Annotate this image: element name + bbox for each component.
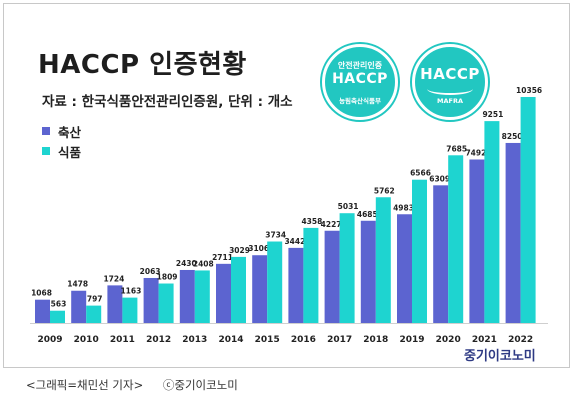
x-tick-label-2014: 2014 — [218, 335, 243, 345]
bar-livestock-2011 — [107, 285, 123, 323]
data-label-food-2012: 1809 — [157, 273, 178, 282]
logo-bottom-text: 농림축산식품부 — [339, 97, 381, 105]
x-tick-label-2013: 2013 — [182, 335, 207, 345]
data-label-food-2009: 563 — [51, 300, 67, 309]
bar-livestock-2014 — [216, 263, 231, 323]
brand-mark: 중기이코노미 — [464, 349, 536, 364]
bar-livestock-2012 — [143, 277, 159, 323]
data-label-food-2015: 3734 — [265, 231, 286, 240]
data-label-food-2018: 5762 — [374, 186, 395, 195]
copyright: ⓒ중기이코노미 — [162, 378, 238, 392]
data-label-livestock-2017: 4227 — [321, 220, 342, 229]
legend: 축산 식품 — [42, 121, 81, 161]
data-label-food-2016: 4358 — [301, 217, 322, 226]
caption: <그래픽=채민선 기자> ⓒ중기이코노미 — [26, 377, 238, 393]
bar-livestock-2016 — [288, 247, 304, 323]
bar-livestock-2013 — [179, 269, 195, 323]
logo-main-text: HACCP — [332, 71, 388, 87]
source-note: 자료 : 한국식품안전관리인증원, 단위 : 개소 — [42, 94, 293, 110]
bar-livestock-2018 — [360, 220, 376, 323]
bar-livestock-2009 — [35, 299, 50, 323]
x-tick-label-2015: 2015 — [255, 335, 280, 345]
page-title: HACCP 인증현황 — [38, 50, 247, 80]
x-tick-label-2019: 2019 — [399, 335, 424, 345]
bar-food-2021 — [484, 121, 500, 323]
logo-arc — [427, 83, 473, 95]
legend-swatch-food — [42, 147, 50, 155]
x-tick-label-2009: 2009 — [37, 335, 62, 345]
bar-food-2019 — [412, 179, 427, 323]
data-label-livestock-2014: 2711 — [212, 253, 233, 262]
bar-livestock-2020 — [433, 185, 449, 323]
x-tick-label-2022: 2022 — [508, 335, 533, 345]
bar-livestock-2010 — [71, 290, 87, 323]
legend-label-food: 식품 — [58, 144, 82, 160]
bar-food-2009 — [50, 310, 65, 323]
x-tick-label-2020: 2020 — [436, 335, 461, 345]
bar-food-2017 — [339, 213, 355, 323]
data-label-food-2022: 10356 — [516, 86, 542, 95]
data-label-livestock-2021: 7492 — [465, 149, 486, 158]
bar-livestock-2017 — [324, 230, 340, 323]
legend-label-livestock: 축산 — [58, 124, 82, 140]
data-label-livestock-2011: 1724 — [103, 274, 124, 283]
bar-food-2015 — [267, 241, 283, 323]
data-label-food-2019: 6566 — [410, 169, 431, 178]
x-tick-label-2016: 2016 — [291, 335, 316, 345]
bar-food-2020 — [448, 155, 464, 323]
x-tick-label-2010: 2010 — [74, 335, 99, 345]
x-tick-label-2011: 2011 — [110, 335, 135, 345]
data-label-livestock-2022: 8250 — [502, 132, 523, 141]
bar-food-2018 — [375, 197, 391, 323]
bar-food-2011 — [122, 297, 138, 323]
x-tick-label-2017: 2017 — [327, 335, 352, 345]
legend-item-livestock: 축산 — [42, 121, 81, 141]
legend-item-food: 식품 — [42, 141, 81, 161]
data-label-livestock-2013: 2430 — [176, 259, 197, 268]
data-label-livestock-2018: 4685 — [357, 210, 378, 219]
bar-food-2013 — [194, 270, 210, 323]
x-tick-label-2012: 2012 — [146, 335, 171, 345]
data-label-livestock-2016: 3442 — [284, 237, 305, 246]
haccp-certification-logo: 안전관리인증 HACCP 농림축산식품부 — [322, 44, 398, 120]
x-tick-label-2021: 2021 — [472, 335, 497, 345]
bar-livestock-2021 — [469, 159, 485, 323]
bar-food-2014 — [231, 256, 246, 323]
bar-livestock-2022 — [505, 142, 521, 323]
bar-food-2010 — [86, 305, 102, 323]
legend-swatch-livestock — [42, 127, 50, 135]
bar-food-2012 — [158, 283, 174, 323]
data-label-food-2010: 797 — [87, 295, 103, 304]
bar-livestock-2019 — [397, 214, 412, 323]
bar-livestock-2015 — [252, 255, 268, 323]
data-label-livestock-2009: 1068 — [31, 289, 52, 298]
data-label-livestock-2012: 2063 — [140, 267, 161, 276]
data-label-food-2014: 3029 — [229, 246, 250, 255]
data-label-food-2011: 1163 — [120, 287, 141, 296]
data-label-food-2013: 2408 — [193, 259, 214, 268]
logo-main-text: HACCP — [420, 65, 480, 83]
data-label-livestock-2020: 6309 — [429, 174, 450, 183]
data-label-livestock-2015: 3106 — [248, 244, 269, 253]
data-label-food-2021: 9251 — [482, 110, 503, 119]
logo-top-text: 안전관리인증 — [337, 61, 383, 70]
x-tick-label-2018: 2018 — [363, 335, 388, 345]
graphic-credit: <그래픽=채민선 기자> — [26, 378, 144, 392]
haccp-mafra-logo: HACCP MAFRA — [412, 44, 488, 120]
data-label-food-2017: 5031 — [338, 202, 359, 211]
data-label-livestock-2019: 4983 — [393, 203, 414, 212]
bar-food-2016 — [303, 227, 319, 323]
data-label-livestock-2010: 1478 — [67, 280, 88, 289]
logo-bottom-text: MAFRA — [437, 97, 463, 105]
bar-food-2022 — [520, 97, 536, 323]
data-label-food-2020: 7685 — [446, 144, 467, 153]
